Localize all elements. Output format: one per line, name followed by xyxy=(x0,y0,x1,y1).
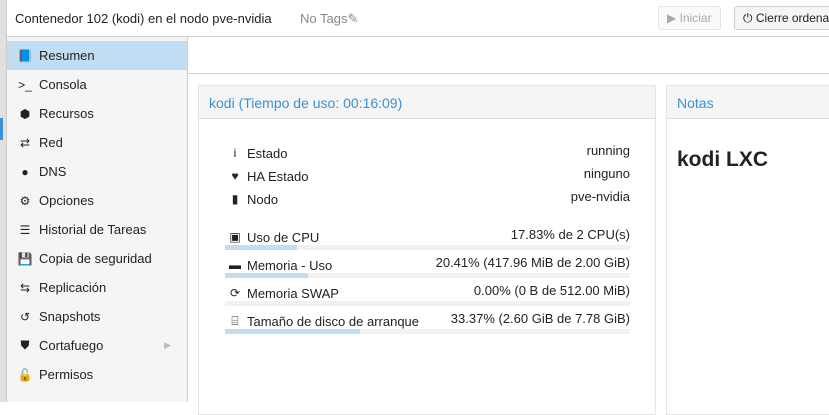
usage-row: ▣ Uso de CPU 17.83% de 2 CPU(s) xyxy=(227,227,630,247)
unlock-icon: 🔓 xyxy=(17,367,33,382)
info-icon: i xyxy=(233,146,237,160)
usage-row: ⟳ Memoria SWAP 0.00% (0 B de 512.00 MiB) xyxy=(227,283,630,303)
sidebar-item-label: Opciones xyxy=(39,193,94,208)
usage-label: Uso de CPU xyxy=(247,229,320,245)
retweet-icon: ⇆ xyxy=(19,280,31,295)
globe-icon: ● xyxy=(21,164,29,179)
usage-bar xyxy=(225,273,630,278)
sidebar-item-label: Permisos xyxy=(39,367,94,382)
usage-bar-fill xyxy=(225,273,308,278)
toolbar xyxy=(188,37,829,74)
sidebar-item-resumen[interactable]: 📘 Resumen xyxy=(7,41,187,70)
notes-title: Notas xyxy=(667,86,829,119)
row-value: pve-nvidia xyxy=(570,189,630,204)
expand-arrow-icon[interactable]: ▶ xyxy=(164,340,171,350)
list-icon: ☰ xyxy=(19,222,31,237)
pencil-icon[interactable]: ✎ xyxy=(347,11,359,26)
sidebar-item-label: Copia de seguridad xyxy=(39,251,152,266)
usage-row: ▬ Memoria - Uso 20.41% (417.96 MiB de 2.00… xyxy=(227,255,630,275)
row-value: running xyxy=(586,143,630,158)
status-row: ♥ HA Estado ninguno xyxy=(227,166,630,186)
sidebar-item-label: Resumen xyxy=(39,48,95,63)
usage-bar-fill xyxy=(225,245,298,250)
sidebar-item-copia-de-seguridad[interactable]: 💾 Copia de seguridad xyxy=(7,244,187,273)
sidebar-item-red[interactable]: ⇄ Red xyxy=(7,128,187,157)
shutdown-label: Cierre ordena xyxy=(755,11,829,25)
shield-icon: ⛊ xyxy=(20,338,30,352)
page-title: Contenedor 102 (kodi) en el nodo pve-nvi… xyxy=(15,11,272,26)
row-label: HA Estado xyxy=(247,168,309,184)
building-icon: ▮ xyxy=(231,192,239,206)
sidebar-item-label: Cortafuego xyxy=(39,338,104,353)
usage-label: Memoria SWAP xyxy=(247,285,339,301)
sidebar-item-label: Consola xyxy=(39,77,87,92)
history-icon: ↺ xyxy=(19,309,31,324)
memory-icon: ▬ xyxy=(229,258,241,272)
usage-row: ⌸ Tamaño de disco de arranque 33.37% (2.60… xyxy=(227,311,630,331)
usage-value: 0.00% (0 B de 512.00 MiB) xyxy=(473,283,630,298)
row-value: ninguno xyxy=(583,166,630,181)
usage-value: 20.41% (417.96 MiB de 2.00 GiB) xyxy=(435,255,630,270)
sidebar-item-cortafuego[interactable]: ⛊ Cortafuego ▶ xyxy=(7,331,187,360)
sidebar-item-replicaci-n[interactable]: ⇆ Replicación xyxy=(7,273,187,302)
tags-label: No Tags xyxy=(300,11,348,26)
header: Contenedor 102 (kodi) en el nodo pve-nvi… xyxy=(7,0,829,37)
usage-bar-fill xyxy=(225,329,361,334)
strip-marker xyxy=(0,118,3,140)
sidebar-item-label: Red xyxy=(39,135,63,150)
sidebar-item-label: Historial de Tareas xyxy=(39,222,147,237)
usage-label: Memoria - Uso xyxy=(247,257,333,273)
usage-label: Tamaño de disco de arranque xyxy=(247,313,420,329)
sidebar-item-consola[interactable]: >_ Consola xyxy=(7,70,187,99)
book-icon: 📘 xyxy=(17,48,33,63)
start-button[interactable]: ▶ Iniciar xyxy=(658,6,721,30)
start-label: Iniciar xyxy=(679,11,712,25)
sidebar-item-recursos[interactable]: ⬢ Recursos xyxy=(7,99,187,128)
gear-icon: ⚙ xyxy=(19,193,31,208)
floppy-icon: 💾 xyxy=(17,251,33,266)
hdd-icon: ⌸ xyxy=(231,313,239,328)
usage-value: 17.83% de 2 CPU(s) xyxy=(510,227,630,242)
sidebar-item-label: Replicación xyxy=(39,280,107,295)
usage-value: 33.37% (2.60 GiB de 7.78 GiB) xyxy=(450,311,630,326)
terminal-icon: >_ xyxy=(18,77,32,92)
tags[interactable]: No Tags✎ xyxy=(300,11,358,27)
status-panel: kodi (Tiempo de uso: 00:16:09) i Estado ru… xyxy=(198,85,656,415)
status-row: ▮ Nodo pve-nvidia xyxy=(227,189,630,209)
exchange-icon: ⇄ xyxy=(19,135,31,150)
row-label: Estado xyxy=(247,145,288,161)
power-icon: ⏻ xyxy=(743,11,753,25)
usage-bar xyxy=(225,301,630,306)
sidebar-item-snapshots[interactable]: ↺ Snapshots xyxy=(7,302,187,331)
status-row: i Estado running xyxy=(227,143,630,163)
sidebar-item-label: Snapshots xyxy=(39,309,101,324)
sidebar-item-opciones[interactable]: ⚙ Opciones xyxy=(7,186,187,215)
sidebar: 📘 Resumen >_ Consola ⬢ Recursos ⇄ Red ● DNS ⚙ Opcio… xyxy=(7,37,188,402)
status-panel-title: kodi (Tiempo de uso: 00:16:09) xyxy=(199,86,655,119)
sidebar-item-label: DNS xyxy=(39,164,67,179)
heartbeat-icon: ♥ xyxy=(231,169,239,183)
usage-bar xyxy=(225,329,630,334)
notes-content: kodi LXC xyxy=(677,148,769,171)
shutdown-button[interactable]: ⏻ Cierre ordena xyxy=(734,6,829,30)
sidebar-item-permisos[interactable]: 🔓 Permisos xyxy=(7,360,187,389)
notes-panel: Notas kodi LXC xyxy=(666,85,829,415)
cube-icon: ⬢ xyxy=(19,106,31,121)
sidebar-item-historial-de-tareas[interactable]: ☰ Historial de Tareas xyxy=(7,215,187,244)
play-icon: ▶ xyxy=(667,11,677,25)
usage-bar xyxy=(225,245,630,250)
refresh-icon: ⟳ xyxy=(229,286,241,300)
row-label: Nodo xyxy=(247,191,279,207)
left-strip xyxy=(0,0,7,402)
sidebar-item-dns[interactable]: ● DNS xyxy=(7,157,187,186)
sidebar-item-label: Recursos xyxy=(39,106,94,121)
cpu-icon: ▣ xyxy=(229,230,241,244)
